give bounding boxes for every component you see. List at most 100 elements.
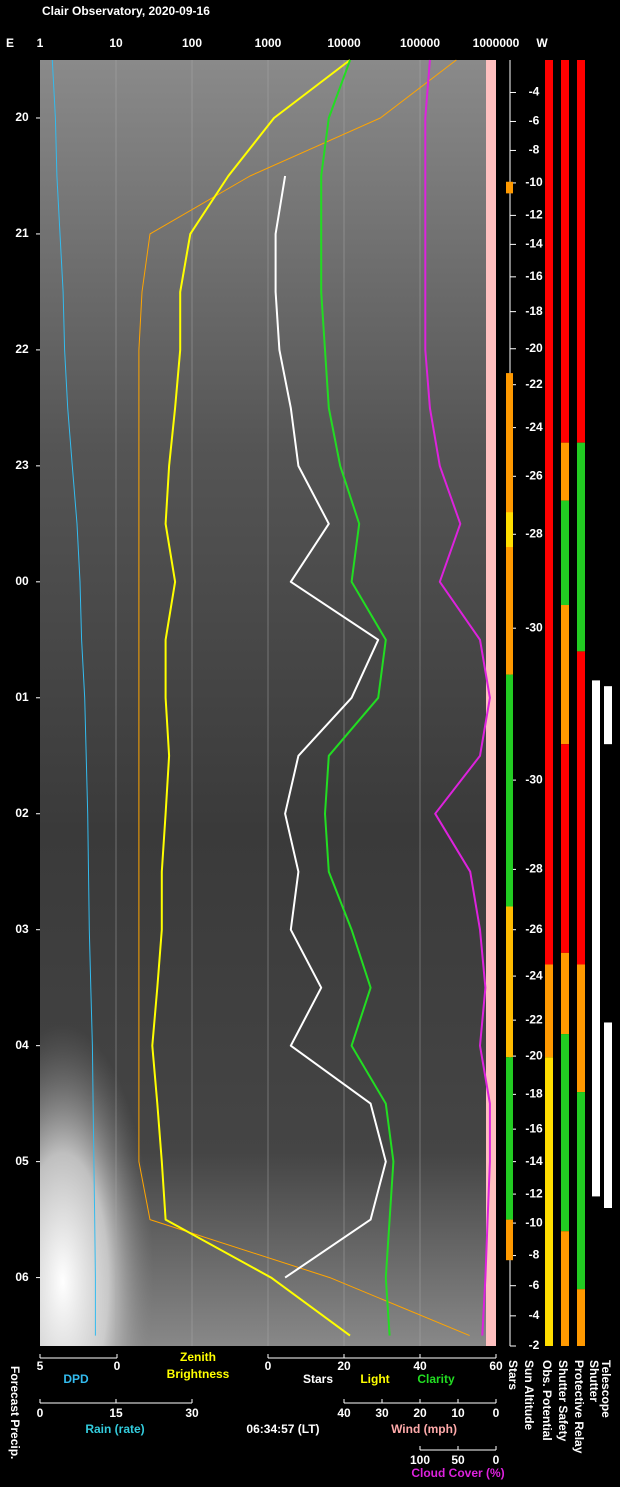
time-tick-label: 02 xyxy=(15,806,29,820)
status-segment xyxy=(561,60,569,443)
west-label: W xyxy=(536,36,548,50)
log-tick-label: 100000 xyxy=(400,36,440,50)
sun-altitude-label: -20 xyxy=(525,1048,543,1062)
status-segment xyxy=(561,1231,569,1346)
status-segment xyxy=(506,512,513,548)
axis-tick-label: 0 xyxy=(37,1406,44,1420)
sun-altitude-label: -10 xyxy=(525,1215,543,1229)
status-label: Shutter xyxy=(587,1360,601,1402)
time-tick-label: 06 xyxy=(15,1270,29,1284)
sun-altitude-label: -30 xyxy=(525,772,543,786)
axis-tick-label: 0 xyxy=(114,1359,121,1373)
log-tick-label: 10000 xyxy=(327,36,361,50)
sun-altitude-label: -26 xyxy=(525,468,543,482)
status-segment xyxy=(506,1057,513,1220)
sun-altitude-label: -28 xyxy=(525,862,543,876)
status-segment xyxy=(561,605,569,745)
status-label: Protective Relay xyxy=(572,1360,586,1454)
sun-altitude-label: -4 xyxy=(529,1308,540,1322)
status-segment xyxy=(577,651,585,965)
axis-tick-label: 20 xyxy=(337,1359,351,1373)
sun-altitude-label: -8 xyxy=(529,143,540,157)
sun-altitude-label: -2 xyxy=(529,1338,540,1352)
status-segment xyxy=(545,964,553,1058)
sun-altitude-label: -16 xyxy=(525,269,543,283)
time-tick-label: 21 xyxy=(15,226,29,240)
sun-altitude-label: -20 xyxy=(525,341,543,355)
axis-tick-label: 30 xyxy=(185,1406,199,1420)
axis-tick-label: 30 xyxy=(375,1406,389,1420)
series-line xyxy=(424,59,491,1336)
wind-strip xyxy=(486,60,496,1346)
clarity-label: Clarity xyxy=(417,1372,455,1386)
forecast-label: Forecast Precip. xyxy=(8,1366,22,1459)
status-segment xyxy=(561,744,569,953)
zenith-label: Brightness xyxy=(167,1367,230,1381)
time-tick-label: 23 xyxy=(15,458,29,472)
axis-tick-label: 0 xyxy=(493,1453,500,1467)
sun-altitude-label: -12 xyxy=(525,208,543,222)
sun-altitude-title: Sun Altitude xyxy=(522,1360,536,1431)
series-line xyxy=(274,175,387,1279)
sun-altitude-label: -14 xyxy=(525,237,543,251)
cloud-label: Cloud Cover (%) xyxy=(411,1466,504,1480)
stars-label: Stars xyxy=(303,1372,333,1386)
time-tick-label: 04 xyxy=(15,1038,29,1052)
status-segment xyxy=(506,674,513,907)
status-segment xyxy=(506,906,513,1058)
sun-altitude-label: -18 xyxy=(525,304,543,318)
axis-tick-label: 40 xyxy=(337,1406,351,1420)
axis-tick-label: 0 xyxy=(493,1406,500,1420)
time-tick-label: 20 xyxy=(15,110,29,124)
axis-tick-label: 60 xyxy=(489,1359,503,1373)
sun-altitude-label: -22 xyxy=(525,377,543,391)
chart-title: Clair Observatory, 2020-09-16 xyxy=(42,4,210,18)
sun-altitude-label: -16 xyxy=(525,1121,543,1135)
axis-tick-label: 15 xyxy=(109,1406,123,1420)
status-segment xyxy=(506,181,513,194)
log-tick-label: 100 xyxy=(182,36,202,50)
status-segment xyxy=(604,686,612,745)
status-segment xyxy=(604,1022,612,1209)
sun-altitude-label: -26 xyxy=(525,922,543,936)
status-segment xyxy=(577,1289,585,1346)
status-segment xyxy=(561,952,569,1035)
sun-altitude-label: -18 xyxy=(525,1087,543,1101)
sun-altitude-label: -24 xyxy=(525,968,543,982)
status-label: Obs. Potential xyxy=(540,1360,554,1441)
chart-layer: 1 10 100 1000 10000 100000 1000000202122230001… xyxy=(8,36,613,1480)
time-tick-label: 01 xyxy=(15,690,29,704)
sun-altitude-label: -8 xyxy=(529,1248,540,1262)
series-line xyxy=(51,59,96,1336)
status-label: Stars xyxy=(506,1360,520,1390)
sun-altitude-label: -10 xyxy=(525,175,543,189)
time-label: 06:34:57 (LT) xyxy=(246,1422,319,1436)
sun-altitude-label: -4 xyxy=(529,85,540,99)
sun-altitude-label: -30 xyxy=(525,620,543,634)
axis-tick-label: 10 xyxy=(451,1406,465,1420)
status-segment xyxy=(561,442,569,501)
axis-tick-label: 5 xyxy=(37,1359,44,1373)
status-segment xyxy=(545,60,553,965)
status-segment xyxy=(545,1057,553,1346)
log-tick-label: 1000 xyxy=(255,36,282,50)
sun-altitude-label: -6 xyxy=(529,1278,540,1292)
series-line xyxy=(138,59,470,1337)
status-segment xyxy=(577,60,585,443)
east-label: E xyxy=(6,36,14,50)
status-label: Shutter Safety xyxy=(556,1360,570,1442)
axis-tick-label: 50 xyxy=(451,1453,465,1467)
zenith-label: Zenith xyxy=(180,1350,216,1364)
status-segment xyxy=(561,500,569,606)
log-tick-label: 1000000 xyxy=(473,36,520,50)
sun-altitude-label: -24 xyxy=(525,420,543,434)
axis-tick-label: 40 xyxy=(413,1359,427,1373)
time-tick-label: 22 xyxy=(15,342,29,356)
log-tick-label: 10 xyxy=(109,36,123,50)
time-tick-label: 05 xyxy=(15,1154,29,1168)
sun-altitude-label: -14 xyxy=(525,1154,543,1168)
status-label: Telescope xyxy=(599,1360,613,1418)
time-tick-label: 00 xyxy=(15,574,29,588)
axis-tick-label: 20 xyxy=(413,1406,427,1420)
